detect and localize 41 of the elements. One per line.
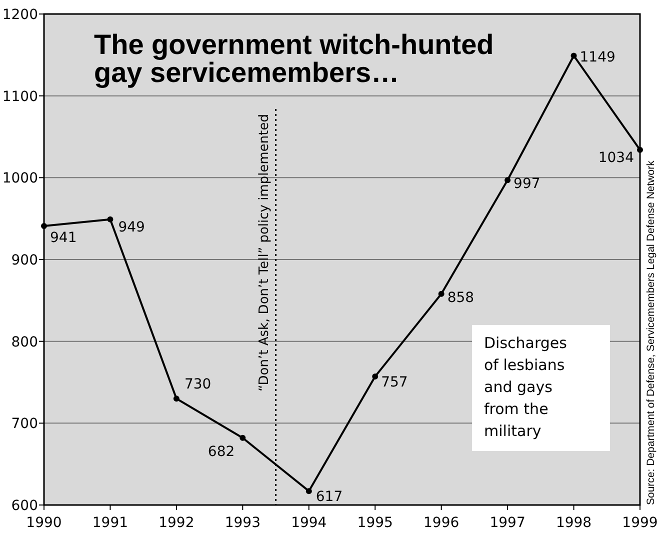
x-tick-label: 1995 [357,515,393,531]
x-tick-label: 1993 [224,515,260,531]
point [438,290,444,297]
y-tick-label: 1100 [2,88,38,105]
source-note: Source: Department of Defense, Servicemembers Legal Defense Network [645,160,657,505]
x-tick-label: 1990 [26,515,62,531]
point [41,222,47,229]
point [107,216,114,222]
x-tick-label: 1992 [158,515,194,531]
x-tick-label: 1997 [490,515,526,531]
point [173,396,180,402]
x-tick-label: 1991 [92,515,128,531]
point [504,177,511,184]
data-label: 858 [447,290,474,306]
point [372,374,378,380]
y-tick-label: 1000 [2,170,38,187]
point [570,52,577,59]
y-tick-label: 600 [11,498,38,514]
point [306,488,312,494]
text: The government witch-hunted gay servicemembers… [94,29,494,88]
y-tick-label: 900 [11,252,38,268]
data-label: 941 [50,230,77,246]
data-label: 949 [118,219,145,236]
y-tick-label: 700 [11,416,38,432]
data-label: 1034 [598,150,634,166]
x-tick-label: 1998 [556,515,592,531]
data-label: 617 [316,489,343,506]
data-label: 757 [381,374,408,391]
point [637,146,643,153]
x-tick-label: 1999 [622,515,658,531]
data-label: 730 [184,376,212,393]
ref-line-label: “Don’t Ask, Don’t Tell” policy implemented [256,114,272,392]
point [240,434,246,441]
data-label: 1149 [580,50,616,66]
annotation: Discharges of lesbians and gays from the military [484,334,568,440]
x-tick-label: 1994 [291,515,327,531]
data-label: 682 [208,444,235,460]
data-label: 997 [514,176,540,192]
x-tick-label: 1996 [424,515,460,531]
y-tick-label: 800 [11,334,38,350]
y-tick-label: 1200 [2,7,38,23]
